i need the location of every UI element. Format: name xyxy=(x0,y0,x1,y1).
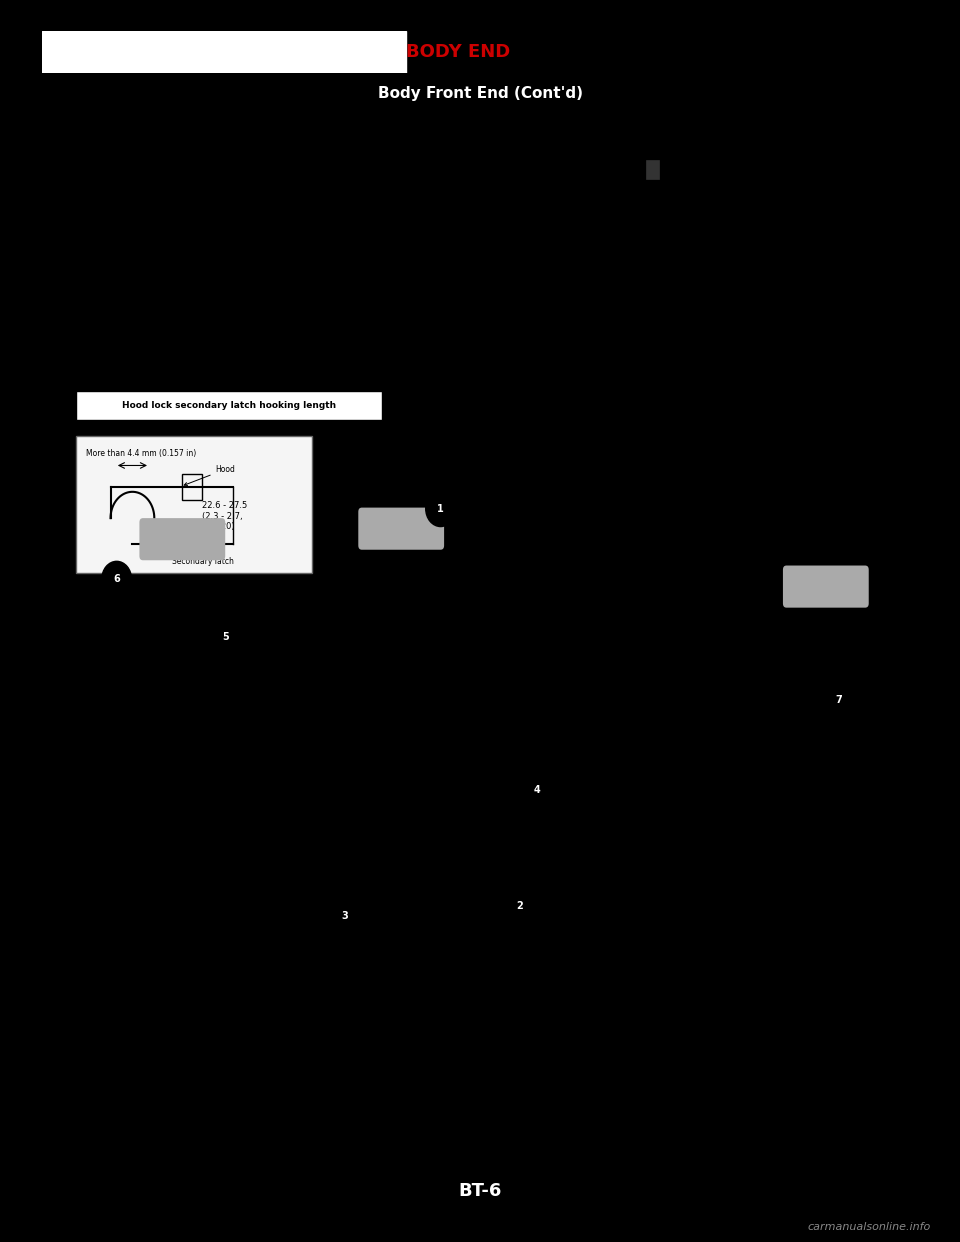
Circle shape xyxy=(505,888,535,924)
Text: ●: ● xyxy=(80,286,87,294)
Bar xyxy=(373,1084,389,1104)
Text: 6: 6 xyxy=(113,574,120,584)
Text: Secondary latch: Secondary latch xyxy=(172,546,233,566)
Circle shape xyxy=(211,620,241,655)
Text: ●: ● xyxy=(80,184,87,194)
Text: carmanualsonline.info: carmanualsonline.info xyxy=(808,1222,931,1232)
Text: : N·m (kg-m, ft-lb): : N·m (kg-m, ft-lb) xyxy=(397,1104,479,1113)
Text: ★: ★ xyxy=(373,1077,384,1089)
Circle shape xyxy=(102,561,132,597)
Text: Hood adjustment: Hood adjustment xyxy=(545,179,630,189)
Text: Bumper fascia assembly: Bumper fascia assembly xyxy=(134,764,245,773)
Text: Hood lock secondary latch hooking length: Hood lock secondary latch hooking length xyxy=(122,401,336,410)
FancyBboxPatch shape xyxy=(358,508,444,550)
Text: ★: ★ xyxy=(400,487,411,499)
Text: Fog lamp: Fog lamp xyxy=(818,727,860,735)
Text: ●: ● xyxy=(80,243,87,252)
Text: 4: 4 xyxy=(534,785,540,795)
Circle shape xyxy=(425,491,455,527)
Text: ★: ★ xyxy=(207,615,219,628)
Text: After adjustment, ensure that hood primary and sec-
ondary lock operate properly: After adjustment, ensure that hood prima… xyxy=(95,344,334,364)
Bar xyxy=(182,474,202,501)
Text: BT-6: BT-6 xyxy=(458,1182,502,1200)
FancyBboxPatch shape xyxy=(139,518,226,560)
Circle shape xyxy=(522,773,552,807)
Text: Hood: Hood xyxy=(184,465,235,486)
Text: BODY END: BODY END xyxy=(406,43,511,61)
Text: When securing hood lock, ensure it does not
tilt. Striker must be positioned at : When securing hood lock, ensure it does … xyxy=(95,286,307,315)
Text: 3: 3 xyxy=(341,912,348,922)
Text: Adjust hood so that hood primary lock
meshes at a position 1 to 1.5 mm (0.039 to: Adjust hood so that hood primary lock me… xyxy=(95,184,292,214)
Text: ★: ★ xyxy=(483,883,494,897)
Text: 7: 7 xyxy=(835,696,842,705)
Text: After hood lock adjustment, adjust bumper
rubber.: After hood lock adjustment, adjust bumpe… xyxy=(95,243,290,262)
Text: More than 4.4 mm (0.157 in): More than 4.4 mm (0.157 in) xyxy=(86,448,196,457)
Text: ●: ● xyxy=(80,615,87,623)
Bar xyxy=(42,31,405,73)
Text: 22.6 - 27.5
(2.3 - 2.7,
16 - 20): 22.6 - 27.5 (2.3 - 2.7, 16 - 20) xyxy=(203,502,248,532)
Circle shape xyxy=(329,898,359,934)
Circle shape xyxy=(824,682,853,718)
Text: 5: 5 xyxy=(223,632,229,642)
Text: ★: ★ xyxy=(505,768,516,780)
Text: Body Front End (Cont'd): Body Front End (Cont'd) xyxy=(377,86,583,101)
Text: Hood lock adjustment: Hood lock adjustment xyxy=(76,158,196,168)
Text: 1: 1 xyxy=(437,504,444,514)
Bar xyxy=(76,391,382,420)
Text: : Bumper assembly mounting bolts, screws & clips: : Bumper assembly mounting bolts, screws… xyxy=(397,1077,626,1086)
Text: Bumper rubber adjustment: Bumper rubber adjustment xyxy=(76,592,226,602)
Text: ★: ★ xyxy=(303,899,315,912)
Bar xyxy=(76,436,312,573)
Text: 2: 2 xyxy=(516,900,523,910)
Bar xyxy=(646,160,659,179)
Text: Adjust so that hood is aligned
with fender. At that time deflection
is approx. 8: Adjust so that hood is aligned with fend… xyxy=(95,615,254,666)
Text: SEC. 261×620×623×650×656: SEC. 261×620×623×650×656 xyxy=(56,127,205,137)
FancyBboxPatch shape xyxy=(783,565,869,607)
Text: ●: ● xyxy=(80,344,87,354)
Text: NBT033: NBT033 xyxy=(869,1143,899,1151)
